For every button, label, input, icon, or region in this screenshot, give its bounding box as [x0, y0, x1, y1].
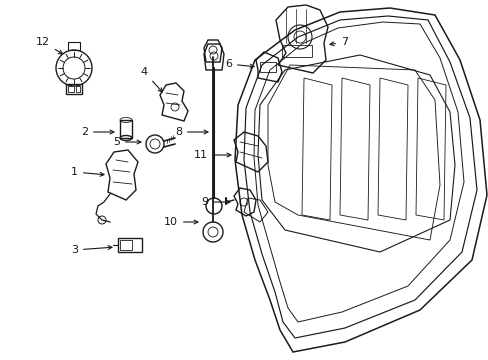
Text: 6: 6 — [224, 59, 253, 69]
Text: 5: 5 — [113, 137, 141, 147]
Text: 3: 3 — [71, 245, 112, 255]
Text: 4: 4 — [141, 67, 162, 92]
Text: 11: 11 — [194, 150, 230, 160]
Text: 10: 10 — [163, 217, 198, 227]
Text: 9: 9 — [201, 197, 229, 207]
Text: 8: 8 — [175, 127, 207, 137]
Bar — [282, 45, 311, 57]
Bar — [68, 42, 80, 50]
Text: 1: 1 — [71, 167, 104, 177]
Bar — [260, 62, 275, 72]
Text: 2: 2 — [81, 127, 114, 137]
Bar — [120, 240, 132, 250]
Bar — [76, 86, 80, 92]
Bar — [68, 86, 74, 92]
Bar — [66, 84, 82, 94]
Bar — [120, 120, 132, 138]
Text: 12: 12 — [36, 37, 62, 54]
Text: 7: 7 — [329, 37, 347, 47]
Bar — [118, 238, 142, 252]
